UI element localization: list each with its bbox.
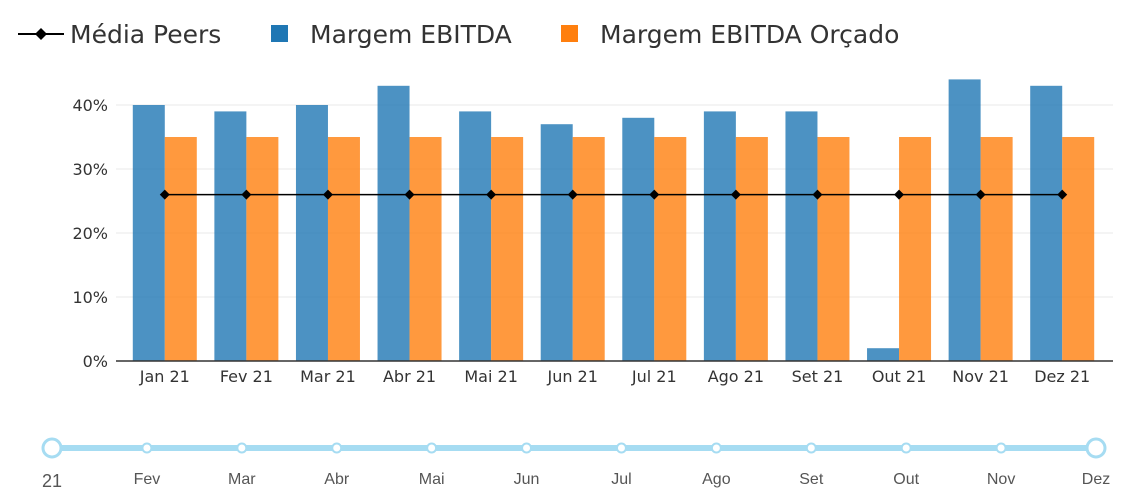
slider-tick-dot[interactable]	[141, 442, 153, 454]
bar-margem-ebitda[interactable]	[1030, 85, 1063, 362]
media-peers-point[interactable]	[894, 189, 905, 200]
gridlines	[116, 104, 1113, 298]
bar-margem-ebitda[interactable]	[785, 111, 818, 362]
bar-margem-ebitda-orcado[interactable]	[327, 137, 360, 361]
x-tick-label: Fev 21	[220, 367, 273, 386]
slider-tick-dot[interactable]	[236, 442, 248, 454]
bar-margem-ebitda[interactable]	[295, 105, 328, 361]
x-tick-label: Abr 21	[383, 367, 436, 386]
bar-margem-ebitda-orcado[interactable]	[817, 137, 850, 361]
x-tick-label: Jun 21	[546, 367, 597, 386]
slider-tick-dot[interactable]	[521, 442, 533, 454]
x-tick-label: Ago 21	[708, 367, 764, 386]
x-tick-label: Set 21	[792, 367, 844, 386]
legend-item-margem-ebitda-orcado[interactable]: Margem EBITDA Orçado	[561, 20, 899, 49]
legend-label-margem-ebitda-orcado: Margem EBITDA Orçado	[600, 20, 899, 49]
bar-margem-ebitda[interactable]	[622, 117, 655, 361]
legend-diamond-marker	[35, 28, 47, 40]
bar-margem-ebitda[interactable]	[214, 111, 247, 362]
slider-tick-label: Ago	[702, 471, 731, 488]
y-axis-ticks: 0% 10% 20% 30% 40%	[72, 96, 108, 371]
slider-tick-dot[interactable]	[995, 442, 1007, 454]
slider-labels: Fev Mar Abr Mai Jun Jul Ago Set Out Nov Dez	[134, 471, 1111, 488]
slider-end-handle[interactable]	[1085, 437, 1107, 459]
slider-ticks	[141, 442, 1007, 454]
bar-margem-ebitda[interactable]	[377, 85, 410, 362]
bar-margem-ebitda-orcado[interactable]	[164, 137, 197, 361]
bar-margem-ebitda[interactable]	[132, 105, 165, 361]
x-tick-label: Jul 21	[631, 367, 677, 386]
media-peers-point[interactable]	[975, 189, 986, 200]
bar-margem-ebitda-orcado[interactable]	[899, 137, 932, 361]
slider-tick-label: Mai	[419, 471, 445, 488]
media-peers-point[interactable]	[730, 189, 741, 200]
bar-margem-ebitda-orcado[interactable]	[246, 137, 279, 361]
slider-first-label: 21	[42, 471, 62, 491]
slider-tick-label: Nov	[987, 471, 1015, 488]
slider-tick-label: Abr	[324, 471, 350, 488]
legend-swatch-margem-ebitda	[271, 25, 288, 42]
bar-margem-ebitda[interactable]	[867, 348, 900, 361]
range-slider[interactable]: 21 Fev Mar Abr Mai Jun Jul Ago Set Out Nov Dez	[41, 437, 1111, 491]
slider-tick-label: Out	[893, 471, 919, 488]
slider-tick-label: Dez	[1082, 471, 1110, 488]
legend-swatch-margem-ebitda-orcado	[561, 25, 578, 42]
media-peers-point[interactable]	[322, 189, 333, 200]
x-tick-label: Dez 21	[1034, 367, 1090, 386]
bar-margem-ebitda[interactable]	[459, 111, 492, 362]
bar-margem-ebitda-orcado[interactable]	[409, 137, 442, 361]
slider-tick-dot[interactable]	[426, 442, 438, 454]
bar-margem-ebitda[interactable]	[703, 111, 736, 362]
legend: Média Peers Margem EBITDA Margem EBITDA …	[18, 20, 899, 49]
slider-tick-dot[interactable]	[900, 442, 912, 454]
media-peers-point[interactable]	[241, 189, 252, 200]
media-peers-point[interactable]	[1057, 189, 1068, 200]
media-peers-point[interactable]	[812, 189, 823, 200]
legend-label-margem-ebitda: Margem EBITDA	[310, 20, 512, 49]
bar-margem-ebitda-orcado[interactable]	[980, 137, 1013, 361]
legend-item-margem-ebitda[interactable]: Margem EBITDA	[271, 20, 512, 49]
media-peers-point[interactable]	[486, 189, 497, 200]
bar-margem-ebitda-orcado[interactable]	[491, 137, 524, 361]
media-peers-point[interactable]	[404, 189, 415, 200]
x-tick-label: Mar 21	[300, 367, 356, 386]
x-tick-label: Jan 21	[139, 367, 190, 386]
slider-tick-label: Jun	[514, 471, 540, 488]
legend-item-media-peers[interactable]: Média Peers	[18, 20, 221, 49]
x-tick-label: Mai 21	[464, 367, 518, 386]
slider-tick-dot[interactable]	[805, 442, 817, 454]
slider-tick-label: Jul	[611, 471, 631, 488]
bar-margem-ebitda-orcado[interactable]	[1062, 137, 1095, 361]
slider-start-handle[interactable]	[41, 437, 63, 459]
bar-margem-ebitda-orcado[interactable]	[654, 137, 687, 361]
x-tick-label: Nov 21	[952, 367, 1009, 386]
slider-tick-dot[interactable]	[710, 442, 722, 454]
y-tick-label: 40%	[72, 96, 108, 115]
bar-margem-ebitda-orcado[interactable]	[735, 137, 768, 361]
bar-margem-ebitda-orcado[interactable]	[572, 137, 605, 361]
slider-tick-dot[interactable]	[331, 442, 343, 454]
media-peers-point[interactable]	[159, 189, 170, 200]
y-tick-label: 20%	[72, 224, 108, 243]
slider-tick-label: Mar	[228, 471, 256, 488]
slider-tick-label: Fev	[134, 471, 161, 488]
bar-margem-ebitda[interactable]	[540, 124, 573, 361]
media-peers-point[interactable]	[567, 189, 578, 200]
slider-tick-dot[interactable]	[615, 442, 627, 454]
slider-tick-label: Set	[799, 471, 824, 488]
x-tick-label: Out 21	[872, 367, 926, 386]
bars	[132, 79, 1095, 362]
y-tick-label: 0%	[83, 352, 108, 371]
bar-margem-ebitda[interactable]	[948, 79, 981, 362]
y-tick-label: 10%	[72, 288, 108, 307]
y-tick-label: 30%	[72, 160, 108, 179]
legend-label-media-peers: Média Peers	[70, 20, 221, 49]
media-peers-point[interactable]	[649, 189, 660, 200]
x-axis-ticks: Jan 21 Fev 21 Mar 21 Abr 21 Mai 21 Jun 21 Jul …	[139, 367, 1090, 386]
media-peers-series	[159, 189, 1068, 200]
